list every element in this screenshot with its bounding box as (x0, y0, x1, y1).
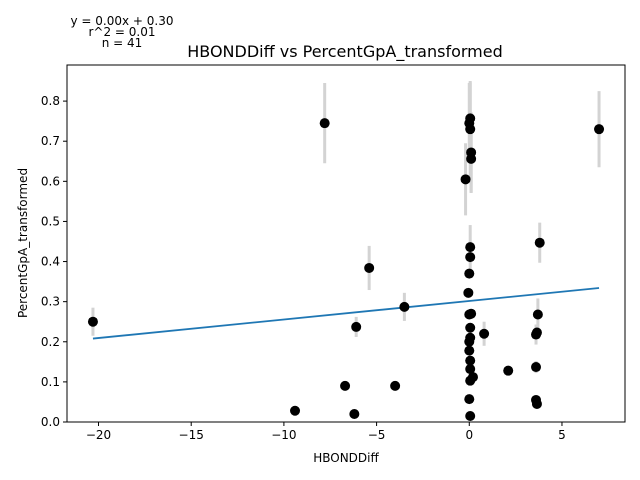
fit-r-squared-label: r^2 = 0.01 (88, 25, 155, 39)
data-point (464, 345, 475, 356)
y-tick-label: 0.1 (41, 375, 60, 389)
x-axis-ticks: −20 −15 −10 −5 0 5 (86, 422, 566, 442)
y-tick-label: 0.7 (41, 134, 60, 148)
fit-annotation: y = 0.00x + 0.30 r^2 = 0.01 n = 41 (70, 14, 173, 50)
error-bars (91, 81, 601, 374)
fit-equation-label: y = 0.00x + 0.30 (70, 14, 173, 28)
x-tick-label: 5 (558, 428, 566, 442)
data-point (399, 301, 410, 312)
data-point (87, 316, 98, 327)
data-point (465, 375, 476, 386)
data-point (340, 380, 351, 391)
data-point (464, 268, 475, 279)
y-tick-label: 0.5 (41, 214, 60, 228)
data-point (319, 118, 330, 129)
x-tick-label: −5 (368, 428, 386, 442)
data-point (464, 394, 475, 405)
y-axis-ticks: 0.0 0.1 0.2 0.3 0.4 0.5 0.6 0.7 0.8 (41, 94, 67, 429)
x-axis-label: HBONDDiff (313, 451, 379, 465)
y-tick-label: 0.0 (41, 415, 60, 429)
y-axis-label: PercentGpA_transformed (16, 168, 30, 318)
data-point (466, 153, 477, 164)
x-tick-label: −20 (86, 428, 111, 442)
data-point (465, 410, 476, 421)
x-tick-label: −15 (179, 428, 204, 442)
data-points (87, 113, 605, 421)
data-point (465, 124, 476, 135)
y-tick-label: 0.3 (41, 295, 60, 309)
data-point (290, 405, 301, 416)
x-tick-label: −10 (271, 428, 296, 442)
data-point (531, 398, 542, 409)
data-point (364, 262, 375, 273)
data-point (465, 364, 476, 375)
regression-line (92, 287, 600, 340)
x-tick-label: 0 (465, 428, 473, 442)
y-tick-label: 0.8 (41, 94, 60, 108)
y-tick-label: 0.6 (41, 174, 60, 188)
data-point (465, 113, 476, 124)
data-point (466, 308, 477, 319)
data-point (531, 327, 542, 338)
data-point (465, 242, 476, 253)
data-point (349, 408, 360, 419)
data-point (464, 336, 475, 347)
data-point (465, 355, 476, 366)
data-point (460, 174, 471, 185)
y-tick-label: 0.2 (41, 335, 60, 349)
data-point (594, 124, 605, 135)
fit-n-label: n = 41 (102, 36, 143, 50)
y-tick-label: 0.4 (41, 255, 60, 269)
plot-area-frame (66, 64, 626, 423)
data-point (463, 287, 474, 298)
data-point (532, 309, 543, 320)
data-point (390, 380, 401, 391)
data-point (531, 362, 542, 373)
data-point (351, 321, 362, 332)
chart-title: HBONDDiff vs PercentGpA_transformed (187, 42, 503, 62)
fit-line-group (92, 287, 600, 340)
data-point (479, 328, 490, 339)
data-point (503, 365, 514, 376)
data-point (465, 252, 476, 263)
data-point (465, 322, 476, 333)
data-point (534, 237, 545, 248)
